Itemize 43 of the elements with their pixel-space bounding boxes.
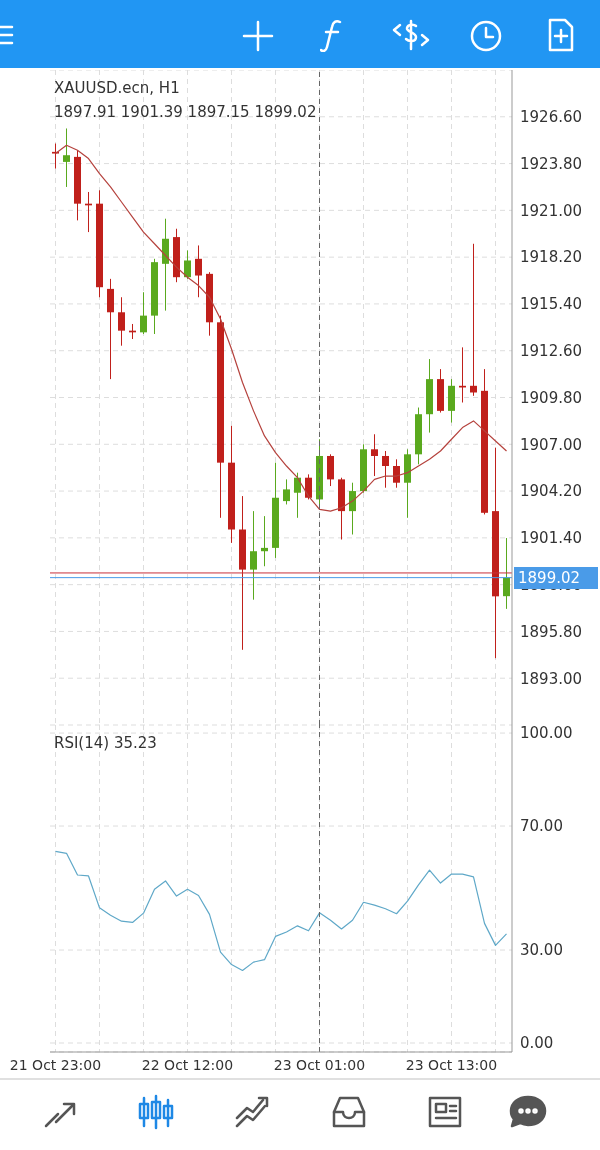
- text: 1897.91 1901.39 1897.15 1899.02: [54, 102, 317, 123]
- y-tick-label: 1895.80: [520, 622, 583, 641]
- candlestick: [393, 458, 400, 489]
- line-series: [54, 850, 508, 972]
- candlestick: [250, 510, 257, 601]
- candlestick: [503, 537, 510, 610]
- y-tick-label: 1921.00: [520, 201, 583, 220]
- x-tick-label: 23 Oct 13:00: [405, 1056, 498, 1073]
- y-tick-label: 1923.80: [520, 154, 583, 173]
- candlestick: [327, 453, 334, 487]
- text: RSI(14) 35.23: [54, 733, 157, 754]
- x-tick-label: 23 Oct 01:00: [273, 1056, 366, 1073]
- candlestick: [195, 244, 202, 298]
- candlestick: [63, 127, 70, 188]
- y-tick-label: 1904.20: [520, 482, 583, 501]
- candlestick: [184, 249, 191, 280]
- candlestick: [140, 291, 147, 335]
- candlestick: [371, 433, 378, 477]
- y-tick-label: 70.00: [520, 817, 563, 836]
- candlestick: [349, 482, 356, 536]
- candlestick: [118, 296, 125, 347]
- y-tick-label: 1907.00: [520, 435, 583, 454]
- y-tick-label: 0.00: [520, 1034, 554, 1053]
- text: XAUUSD.ecn, H1: [54, 78, 181, 99]
- candlestick: [283, 478, 290, 505]
- ref-line-label: 1899.02: [518, 568, 581, 587]
- line-series: [54, 144, 508, 512]
- candlestick: [261, 515, 268, 567]
- candlestick: [294, 472, 301, 519]
- y-tick-label: 1909.80: [520, 388, 583, 407]
- y-tick-label: 1918.20: [520, 248, 583, 267]
- candlestick: [107, 278, 114, 380]
- y-tick-label: 1893.00: [520, 669, 583, 688]
- y-tick-label: 1926.60: [520, 108, 583, 127]
- y-tick-label: 30.00: [520, 941, 563, 960]
- y-tick-label: 1901.40: [520, 529, 583, 548]
- candlestick: [305, 473, 312, 500]
- x-tick-label: 21 Oct 23:00: [9, 1056, 102, 1073]
- y-tick-label: 100.00: [520, 724, 573, 743]
- candlestick: [382, 450, 389, 489]
- x-tick-label: 22 Oct 12:00: [141, 1056, 234, 1073]
- y-tick-label: 1912.60: [520, 342, 583, 361]
- y-tick-label: 1915.40: [520, 295, 583, 314]
